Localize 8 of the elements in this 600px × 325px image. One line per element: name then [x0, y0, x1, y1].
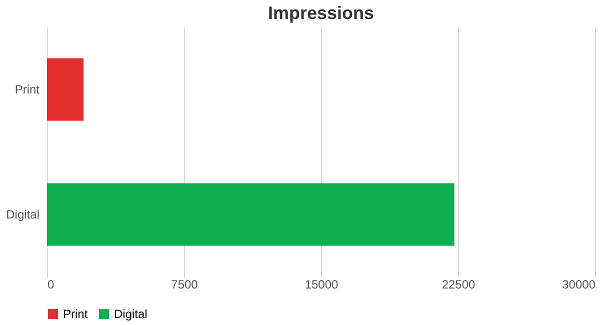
chart-title: Impressions	[268, 3, 374, 23]
x-tick-label: 22500	[442, 278, 476, 292]
x-tick-label: 7500	[171, 278, 198, 292]
x-tick-label: 30000	[562, 278, 596, 292]
x-tick-label: 15000	[304, 278, 339, 292]
legend-label: Digital	[114, 307, 148, 321]
x-tick-label: 0	[48, 278, 54, 292]
legend-label: Print	[63, 307, 88, 321]
